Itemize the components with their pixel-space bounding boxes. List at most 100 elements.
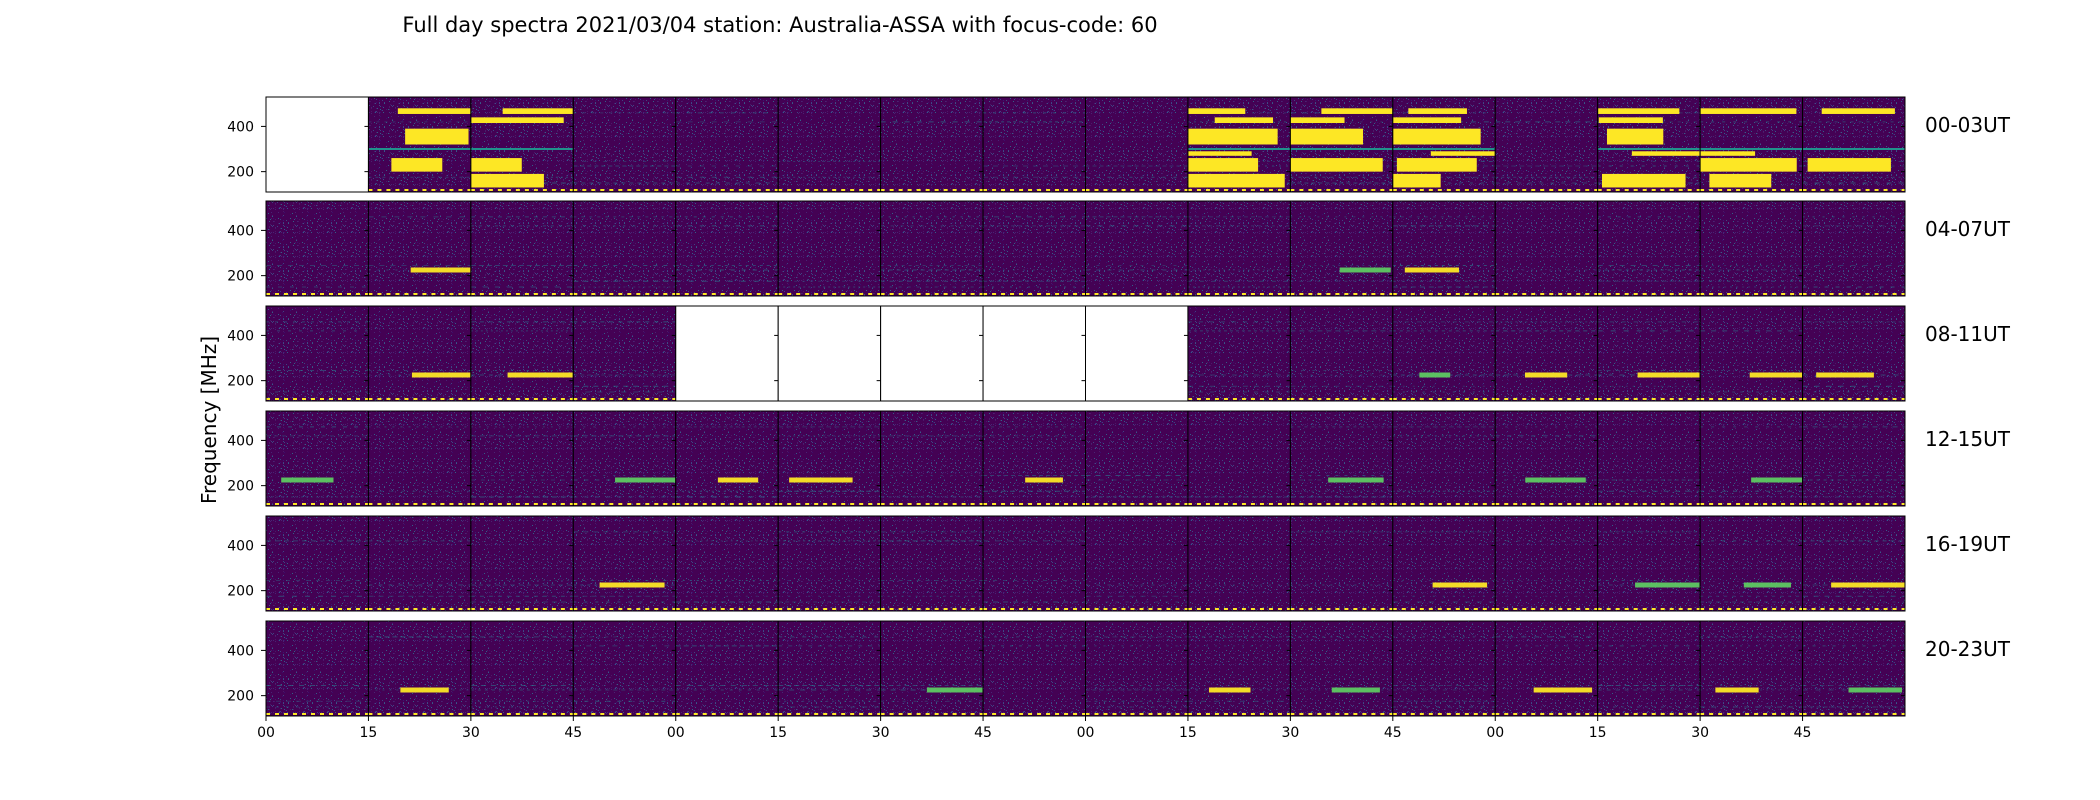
spectrum-panel	[1597, 200, 1701, 297]
spectrum-panel	[1494, 410, 1599, 507]
y-axis-label: Frequency [MHz]	[197, 336, 221, 504]
spectrum-panel	[1187, 305, 1291, 402]
spectrum-panel	[1699, 620, 1804, 717]
y-tick-label: 400	[227, 328, 254, 344]
spectra-row: 200 400 16-19UT	[227, 515, 2011, 612]
spectrum-background	[983, 621, 1086, 716]
signal-streak	[1743, 582, 1792, 588]
spectrum-background	[675, 201, 779, 296]
spectrum-panel	[265, 515, 369, 612]
spectrum-background	[1597, 411, 1701, 506]
spectrum-background	[573, 306, 676, 401]
signal-streak	[1339, 267, 1391, 273]
y-tick-label: 400	[227, 433, 254, 449]
saturated-band	[1598, 117, 1663, 124]
spectrum-background	[1495, 97, 1598, 192]
y-tick-label: 200	[227, 269, 254, 285]
x-tick-label: 00	[667, 725, 685, 741]
spectrum-background	[470, 306, 574, 401]
spectrum-panel	[1494, 200, 1599, 297]
spectrum-background	[1290, 621, 1393, 716]
spectrum-panel	[777, 410, 882, 507]
signal-streak	[1419, 372, 1451, 378]
saturated-band	[1709, 173, 1772, 188]
y-tick-label: 400	[227, 538, 254, 554]
saturated-band	[1430, 151, 1496, 156]
signal-streak	[1635, 582, 1701, 588]
signal-streak	[599, 582, 665, 588]
spectrum-panel	[470, 305, 574, 402]
spectrum-background	[880, 97, 984, 192]
y-tick-label: 400	[227, 119, 254, 135]
saturated-band	[397, 108, 471, 114]
spectrum-panel	[367, 620, 472, 717]
spectrum-background	[880, 201, 984, 296]
x-tick-label: 15	[1179, 725, 1197, 741]
panel-border	[1802, 620, 1906, 717]
signal-streak	[1331, 687, 1380, 693]
x-axis-ticks: 00 15 30 45 00 15 30 45 00 15 30 45 00 15 30 45	[257, 716, 1811, 741]
y-tick-label: 200	[227, 479, 254, 495]
saturated-band	[1408, 108, 1467, 114]
panel-border	[1802, 96, 1906, 193]
spectrum-panel	[1597, 305, 1701, 402]
spectrum-panel	[572, 410, 677, 507]
signal-streak	[1533, 687, 1593, 693]
spectrum-panel	[1802, 620, 1906, 717]
spectrum-panel	[572, 620, 677, 717]
spectrum-background	[1700, 621, 1803, 716]
spectrum-panel	[982, 515, 1086, 612]
spectrum-panel	[265, 200, 369, 297]
signal-streak	[411, 372, 471, 378]
signal-streak	[1816, 372, 1874, 378]
spectrum-background	[266, 621, 369, 716]
spectrum-background	[778, 621, 881, 716]
saturated-band	[1214, 117, 1274, 124]
row-time-label: 00-03UT	[1925, 113, 2011, 137]
spectrum-background	[1495, 201, 1598, 296]
saturated-band	[1700, 108, 1797, 114]
saturated-band	[470, 117, 564, 124]
signal-streak	[1208, 687, 1251, 693]
spectrum-background	[1495, 621, 1598, 716]
spectrum-background	[1085, 516, 1188, 611]
spectrum-panel	[1597, 620, 1701, 717]
spectrum-panel	[1802, 305, 1906, 402]
saturated-band	[1290, 128, 1364, 145]
spectrum-panel	[1289, 410, 1394, 507]
saturated-band	[470, 158, 522, 172]
spectrum-panel	[572, 96, 677, 193]
spectrum-panel	[470, 96, 574, 193]
spectrum-background	[675, 516, 779, 611]
spectrum-panel	[265, 410, 369, 507]
x-tick-label: 45	[564, 725, 582, 741]
signal-streak	[1637, 372, 1701, 378]
spectrum-panel	[675, 620, 779, 717]
panel-border	[1802, 305, 1906, 402]
spectra-row: 200 400 20-23UT	[227, 620, 2011, 717]
missing-panel	[675, 306, 779, 401]
x-tick-label: 15	[360, 725, 378, 741]
saturated-band	[1290, 158, 1383, 172]
signal-streak	[1328, 477, 1384, 483]
spectrum-background	[368, 621, 471, 716]
signal-streak	[926, 687, 984, 693]
spectrum-background	[266, 306, 369, 401]
signal-streak	[1404, 267, 1460, 273]
spectrum-background	[778, 201, 881, 296]
panel-border	[1802, 200, 1906, 297]
spectrum-panel	[265, 96, 369, 193]
spectrum-background	[880, 621, 984, 716]
spectrum-background	[983, 516, 1086, 611]
spectrum-background	[368, 516, 471, 611]
spectrum-panel	[1699, 200, 1804, 297]
panel-border	[1802, 410, 1906, 507]
spectrum-panel	[777, 305, 882, 402]
spectrum-panel	[1085, 620, 1189, 717]
spectrum-panel	[572, 305, 677, 402]
signal-streak	[1432, 582, 1488, 588]
spectrum-panel	[367, 96, 472, 193]
spectrum-panel	[1187, 96, 1291, 193]
spectrum-background	[1495, 306, 1598, 401]
